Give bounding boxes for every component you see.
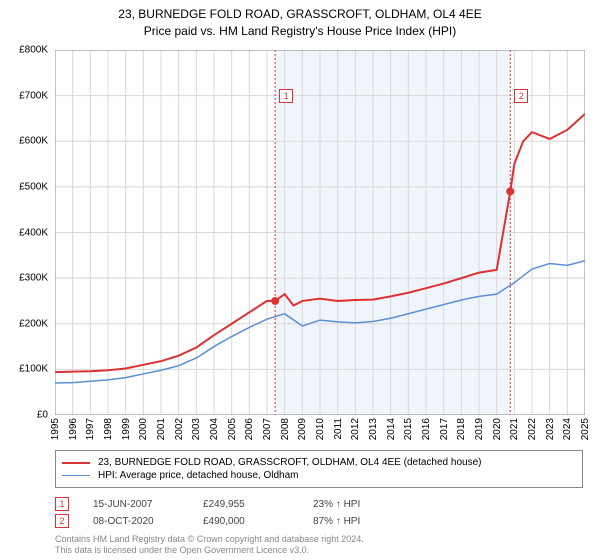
x-tick-label: 1999: [121, 418, 132, 440]
x-tick-label: 2000: [138, 418, 149, 440]
title-line-1: 23, BURNEDGE FOLD ROAD, GRASSCROFT, OLDH…: [0, 6, 600, 23]
footer-line-1: Contains HM Land Registry data © Crown c…: [55, 534, 364, 546]
sale-row: 2 08-OCT-2020 £490,000 87% ↑ HPI: [55, 514, 423, 528]
x-tick-label: 2005: [227, 418, 238, 440]
x-tick-label: 2019: [474, 418, 485, 440]
title-line-2: Price paid vs. HM Land Registry's House …: [0, 23, 600, 40]
x-tick-label: 1995: [50, 418, 61, 440]
chart-area: £0£100K£200K£300K£400K£500K£600K£700K£80…: [55, 50, 585, 415]
y-tick-label: £400K: [19, 227, 48, 238]
sale-price: £249,955: [203, 499, 283, 510]
title-block: 23, BURNEDGE FOLD ROAD, GRASSCROFT, OLDH…: [0, 0, 600, 40]
x-tick-label: 2003: [191, 418, 202, 440]
x-tick-label: 2017: [439, 418, 450, 440]
legend-item: HPI: Average price, detached house, Oldh…: [62, 470, 576, 481]
sale-delta: 23% ↑ HPI: [313, 499, 393, 510]
x-tick-label: 2009: [297, 418, 308, 440]
x-tick-label: 2023: [545, 418, 556, 440]
legend-label: 23, BURNEDGE FOLD ROAD, GRASSCROFT, OLDH…: [98, 457, 481, 468]
sale-marker-icon: 1: [55, 497, 69, 511]
sale-marker-icon: 2: [55, 514, 69, 528]
x-tick-label: 2010: [315, 418, 326, 440]
callout-marker: 2: [514, 89, 528, 103]
x-tick-label: 1997: [85, 418, 96, 440]
x-tick-label: 2002: [174, 418, 185, 440]
y-tick-label: £200K: [19, 318, 48, 329]
legend-swatch: [62, 475, 90, 476]
footer: Contains HM Land Registry data © Crown c…: [55, 534, 364, 557]
sale-price: £490,000: [203, 516, 283, 527]
y-tick-label: £0: [37, 410, 48, 421]
x-tick-label: 2025: [580, 418, 591, 440]
x-tick-label: 1998: [103, 418, 114, 440]
x-tick-label: 2022: [527, 418, 538, 440]
x-tick-label: 2014: [386, 418, 397, 440]
y-tick-label: £300K: [19, 273, 48, 284]
legend: 23, BURNEDGE FOLD ROAD, GRASSCROFT, OLDH…: [55, 450, 583, 488]
x-tick-label: 2012: [350, 418, 361, 440]
x-tick-label: 2018: [456, 418, 467, 440]
x-tick-label: 2008: [280, 418, 291, 440]
y-tick-label: £600K: [19, 136, 48, 147]
sale-delta: 87% ↑ HPI: [313, 516, 393, 527]
x-tick-label: 2001: [156, 418, 167, 440]
x-tick-label: 1996: [68, 418, 79, 440]
legend-label: HPI: Average price, detached house, Oldh…: [98, 470, 299, 481]
y-tick-label: £800K: [19, 45, 48, 56]
x-tick-label: 2013: [368, 418, 379, 440]
legend-item: 23, BURNEDGE FOLD ROAD, GRASSCROFT, OLDH…: [62, 457, 576, 468]
x-tick-label: 2007: [262, 418, 273, 440]
x-tick-label: 2011: [333, 418, 344, 440]
chart-svg: [55, 50, 585, 415]
x-tick-label: 2020: [492, 418, 503, 440]
callout-marker: 1: [279, 89, 293, 103]
sale-row: 1 15-JUN-2007 £249,955 23% ↑ HPI: [55, 497, 423, 511]
sale-date: 08-OCT-2020: [93, 516, 173, 527]
legend-swatch: [62, 462, 90, 464]
chart-container: 23, BURNEDGE FOLD ROAD, GRASSCROFT, OLDH…: [0, 0, 600, 560]
x-tick-label: 2015: [403, 418, 414, 440]
y-tick-label: £100K: [19, 364, 48, 375]
sale-date: 15-JUN-2007: [93, 499, 173, 510]
x-tick-label: 2004: [209, 418, 220, 440]
x-tick-label: 2016: [421, 418, 432, 440]
y-tick-label: £500K: [19, 181, 48, 192]
x-tick-label: 2024: [562, 418, 573, 440]
x-tick-label: 2006: [244, 418, 255, 440]
footer-line-2: This data is licensed under the Open Gov…: [55, 545, 364, 557]
sales-table: 1 15-JUN-2007 £249,955 23% ↑ HPI 2 08-OC…: [55, 494, 423, 531]
x-tick-label: 2021: [509, 418, 520, 440]
y-tick-label: £700K: [19, 90, 48, 101]
